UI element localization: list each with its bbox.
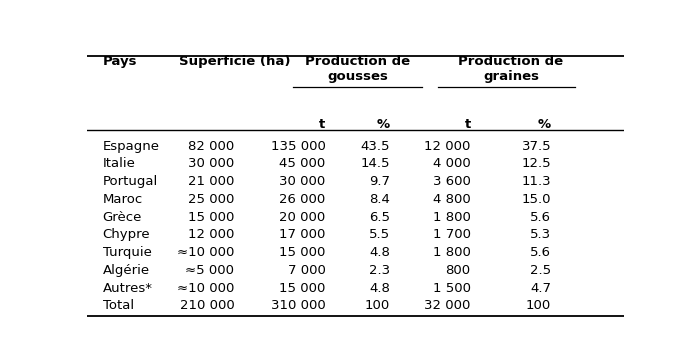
Text: 15 000: 15 000 xyxy=(279,246,326,259)
Text: 100: 100 xyxy=(526,299,551,312)
Text: 15 000: 15 000 xyxy=(188,211,234,224)
Text: 4 000: 4 000 xyxy=(433,157,471,170)
Text: Portugal: Portugal xyxy=(103,175,158,188)
Text: 5.6: 5.6 xyxy=(530,246,551,259)
Text: ≈10 000: ≈10 000 xyxy=(177,246,234,259)
Text: Pays: Pays xyxy=(103,55,137,68)
Text: Superficie (ha): Superficie (ha) xyxy=(179,55,290,68)
Text: Grèce: Grèce xyxy=(103,211,142,224)
Text: 7 000: 7 000 xyxy=(288,264,326,277)
Text: 8.4: 8.4 xyxy=(369,193,390,206)
Text: Maroc: Maroc xyxy=(103,193,143,206)
Text: ≈10 000: ≈10 000 xyxy=(177,282,234,294)
Text: 4.8: 4.8 xyxy=(369,282,390,294)
Text: 4 800: 4 800 xyxy=(433,193,471,206)
Text: Chypre: Chypre xyxy=(103,228,150,241)
Text: t: t xyxy=(464,118,471,131)
Text: 15.0: 15.0 xyxy=(522,193,551,206)
Text: 1 500: 1 500 xyxy=(432,282,471,294)
Text: 82 000: 82 000 xyxy=(188,139,234,152)
Text: 310 000: 310 000 xyxy=(271,299,326,312)
Text: Production de
graines: Production de graines xyxy=(458,55,563,83)
Text: 30 000: 30 000 xyxy=(188,157,234,170)
Text: 5.6: 5.6 xyxy=(530,211,551,224)
Text: 30 000: 30 000 xyxy=(279,175,326,188)
Text: 4.7: 4.7 xyxy=(530,282,551,294)
Text: Autres*: Autres* xyxy=(103,282,152,294)
Text: 26 000: 26 000 xyxy=(279,193,326,206)
Text: 135 000: 135 000 xyxy=(271,139,326,152)
Text: 210 000: 210 000 xyxy=(179,299,234,312)
Text: 2.3: 2.3 xyxy=(369,264,390,277)
Text: 20 000: 20 000 xyxy=(279,211,326,224)
Text: 15 000: 15 000 xyxy=(279,282,326,294)
Text: 1 800: 1 800 xyxy=(432,246,471,259)
Text: 4.8: 4.8 xyxy=(369,246,390,259)
Text: 25 000: 25 000 xyxy=(188,193,234,206)
Text: 37.5: 37.5 xyxy=(522,139,551,152)
Text: 5.3: 5.3 xyxy=(530,228,551,241)
Text: 12.5: 12.5 xyxy=(522,157,551,170)
Text: 3 600: 3 600 xyxy=(432,175,471,188)
Text: 12 000: 12 000 xyxy=(188,228,234,241)
Text: %: % xyxy=(538,118,551,131)
Text: 12 000: 12 000 xyxy=(424,139,471,152)
Text: Algérie: Algérie xyxy=(103,264,150,277)
Text: 1 700: 1 700 xyxy=(432,228,471,241)
Text: Production de
gousses: Production de gousses xyxy=(306,55,410,83)
Text: 100: 100 xyxy=(365,299,390,312)
Text: Turquie: Turquie xyxy=(103,246,152,259)
Text: Italie: Italie xyxy=(103,157,136,170)
Text: 9.7: 9.7 xyxy=(369,175,390,188)
Text: 45 000: 45 000 xyxy=(279,157,326,170)
Text: 11.3: 11.3 xyxy=(522,175,551,188)
Text: 1 800: 1 800 xyxy=(432,211,471,224)
Text: Espagne: Espagne xyxy=(103,139,160,152)
Text: 17 000: 17 000 xyxy=(279,228,326,241)
Text: t: t xyxy=(319,118,326,131)
Text: %: % xyxy=(377,118,390,131)
Text: Total: Total xyxy=(103,299,134,312)
Text: 43.5: 43.5 xyxy=(360,139,390,152)
Text: ≈5 000: ≈5 000 xyxy=(185,264,234,277)
Text: 32 000: 32 000 xyxy=(424,299,471,312)
Text: 14.5: 14.5 xyxy=(360,157,390,170)
Text: 2.5: 2.5 xyxy=(530,264,551,277)
Text: 800: 800 xyxy=(446,264,471,277)
Text: 6.5: 6.5 xyxy=(369,211,390,224)
Text: 5.5: 5.5 xyxy=(369,228,390,241)
Text: 21 000: 21 000 xyxy=(188,175,234,188)
